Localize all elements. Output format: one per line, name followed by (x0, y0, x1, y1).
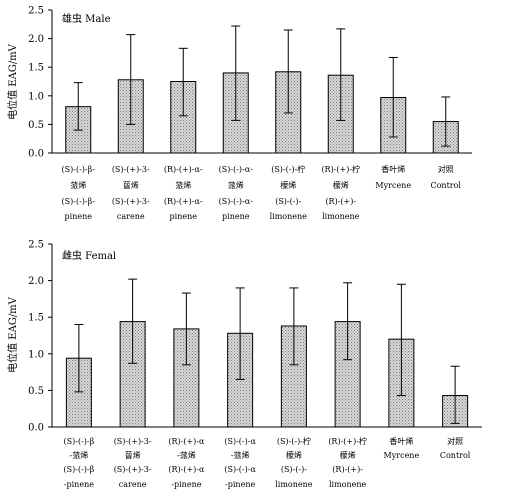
male-category-label: 檬烯 (280, 180, 296, 190)
male-category-label: (S)-(-)-α- (219, 197, 253, 206)
male-category-label: pinene (170, 212, 198, 221)
female-category-label: (S)-(-)-柠 (277, 436, 311, 446)
female-y-tick-label: 2.5 (28, 240, 44, 251)
male-category-label: 对照 (438, 164, 454, 174)
male-category-label: 香叶烯 (381, 164, 405, 174)
male-y-tick-label: 1.0 (28, 91, 44, 102)
male-y-tick-label: 2.5 (28, 6, 44, 17)
female-category-label: -蒎烯 (70, 450, 89, 460)
female-category-label: -pinene (225, 480, 255, 489)
male-category-label: carene (117, 212, 145, 221)
male-category-label: (S)-(-)-柠 (271, 164, 305, 174)
female-category-label: carene (119, 480, 147, 489)
female-category-label: 对照 (447, 436, 463, 446)
male-y-tick-label: 0.5 (28, 120, 44, 131)
male-category-label: 檬烯 (333, 180, 349, 190)
male-category-label: pinene (65, 212, 93, 221)
female-category-label: (S)-(-)-β (64, 465, 95, 474)
female-category-label: Myrcene (384, 451, 420, 460)
female-category-label: Control (440, 451, 471, 460)
female-category-label: (R)-(+)-α (168, 465, 205, 474)
male-y-tick-label: 2.0 (28, 34, 44, 45)
male-category-label: (S)-(+)-3- (112, 165, 150, 174)
female-category-label: 檬烯 (286, 450, 302, 460)
male-category-label: Control (430, 181, 461, 190)
male-category-label: (R)-(+)- (325, 197, 356, 206)
male-category-label: 蒎烯 (70, 180, 86, 190)
female-category-label: (S)-(-)- (281, 465, 307, 474)
male-category-label: 蒎烯 (175, 180, 191, 190)
female-bar (65, 357, 92, 428)
female-category-label: (R)-(+)-柠 (328, 436, 367, 446)
female-category-label: (R)-(+)- (332, 465, 363, 474)
female-y-axis-label: 电位值 EAG/mV (6, 296, 19, 373)
female-category-label: (S)-(-)-α (224, 465, 256, 474)
female-category-label: -pinene (64, 480, 94, 489)
female-category-label: (S)-(+)-3- (114, 437, 152, 446)
female-category-label: -pinene (171, 480, 201, 489)
male-category-label: (R)-(+)-α- (164, 197, 203, 206)
male-category-label: 蒈烯 (123, 180, 139, 190)
male-category-label: (R)-(+)-柠 (321, 164, 360, 174)
male-category-label: (R)-(+)-α- (164, 165, 203, 174)
male-y-tick-label: 0.0 (28, 149, 44, 160)
female-y-tick-label: 1.5 (28, 313, 44, 324)
female-category-label: (S)-(+)-3- (114, 465, 152, 474)
male-category-label: 蒎烯 (228, 180, 244, 190)
female-category-label: -蒎烯 (177, 450, 196, 460)
male-category-label: (S)-(+)-3- (112, 197, 150, 206)
male-category-label: Myrcene (375, 181, 411, 190)
male-bar (170, 81, 197, 154)
female-panel-title: 雌虫 Femal (62, 249, 116, 262)
male-category-label: (S)-(-)-β- (62, 197, 96, 206)
male-category-label: pinene (222, 212, 250, 221)
female-category-label: 檬烯 (340, 450, 356, 460)
female-category-label: -蒎烯 (231, 450, 250, 460)
female-category-label: limonene (329, 480, 367, 489)
male-category-label: (S)-(-)- (275, 197, 301, 206)
male-category-label: (S)-(-)-α- (219, 165, 253, 174)
male-category-label: (S)-(-)-β- (62, 165, 96, 174)
female-category-label: (R)-(+)-α (168, 437, 205, 446)
male-y-axis-label: 电位值 EAG/mV (6, 43, 19, 120)
female-category-label: 蒈烯 (125, 450, 141, 460)
female-y-tick-label: 0.0 (28, 423, 44, 434)
female-category-label: limonene (275, 480, 313, 489)
male-category-label: limonene (270, 212, 308, 221)
female-category-label: (S)-(-)-α (224, 437, 256, 446)
male-category-label: limonene (322, 212, 360, 221)
male-panel-title: 雄虫 Male (62, 12, 111, 25)
female-category-label: 香叶烯 (389, 436, 413, 446)
female-y-tick-label: 1.0 (28, 349, 44, 360)
female-category-label: (S)-(-)-β (64, 437, 95, 446)
male-y-tick-label: 1.5 (28, 63, 44, 74)
female-y-tick-label: 2.0 (28, 276, 44, 287)
female-y-tick-label: 0.5 (28, 386, 44, 397)
